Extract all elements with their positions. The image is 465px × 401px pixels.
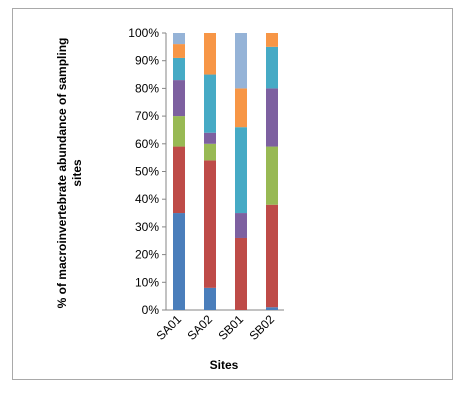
y-tick-label: 90% [135,54,159,68]
bar-segment-sa02-2 [204,160,216,288]
y-tick-label: 100% [128,26,159,40]
y-axis-title-line-2: sites [70,159,84,187]
stacked-bar-chart: % of macroinvertebrate abundance of samp… [55,26,284,372]
bar-segment-sb02-5 [266,46,278,89]
bar-segment-sb01-4 [235,213,247,238]
bar-segment-sb01-6 [235,88,247,128]
bar-segment-sa02-5 [204,74,216,133]
bar-segment-sa01-6 [173,44,185,58]
y-tick-label: 60% [135,137,159,151]
bar-segment-sa01-3 [173,116,185,147]
x-tick-label-sb02: SB02 [246,312,277,343]
bar-segment-sa01-4 [173,80,185,117]
bar-segment-sa02-3 [204,143,216,161]
x-axis-title: Sites [210,358,239,372]
y-tick-label: 70% [135,109,159,123]
y-axis-title: % of macroinvertebrate abundance of samp… [55,38,84,309]
y-tick-label: 80% [135,81,159,95]
y-tick-label: 40% [135,192,159,206]
bar-segment-sa01-5 [173,57,185,81]
bar-segment-sb02-6 [266,33,278,47]
y-tick-label: 30% [135,220,159,234]
chart-frame: % of macroinvertebrate abundance of samp… [12,8,453,380]
bar-segment-sa02-6 [204,33,216,75]
y-tick-label: 10% [135,275,159,289]
bar-segment-sa01-1 [173,213,185,310]
bar-segment-sa01-7 [173,33,185,45]
y-tick-label: 50% [135,165,159,179]
y-tick-label: 0% [142,303,160,317]
plot-area: 0%10%20%30%40%50%60%70%80%90%100%SA01 SA0… [128,26,284,343]
bar-segment-sb02-2 [266,204,278,308]
x-tick-label-sb01: SB01 [215,312,246,343]
bar-segment-sb01-7 [235,33,247,89]
y-axis-title-line-1: % of macroinvertebrate abundance of samp… [55,38,69,309]
bar-segment-sb02-1 [266,307,278,310]
bar-segment-sb02-4 [266,88,278,147]
bar-segment-sb01-5 [235,127,247,214]
bar-segment-sa02-1 [204,287,216,310]
y-tick-label: 20% [135,248,159,262]
bar-segment-sa02-4 [204,132,216,144]
x-tick-label-sa02: SA02 [184,312,215,343]
bar-segment-sb01-2 [235,237,247,310]
bar-segment-sa01-2 [173,146,185,214]
bar-segment-sb02-3 [266,146,278,205]
